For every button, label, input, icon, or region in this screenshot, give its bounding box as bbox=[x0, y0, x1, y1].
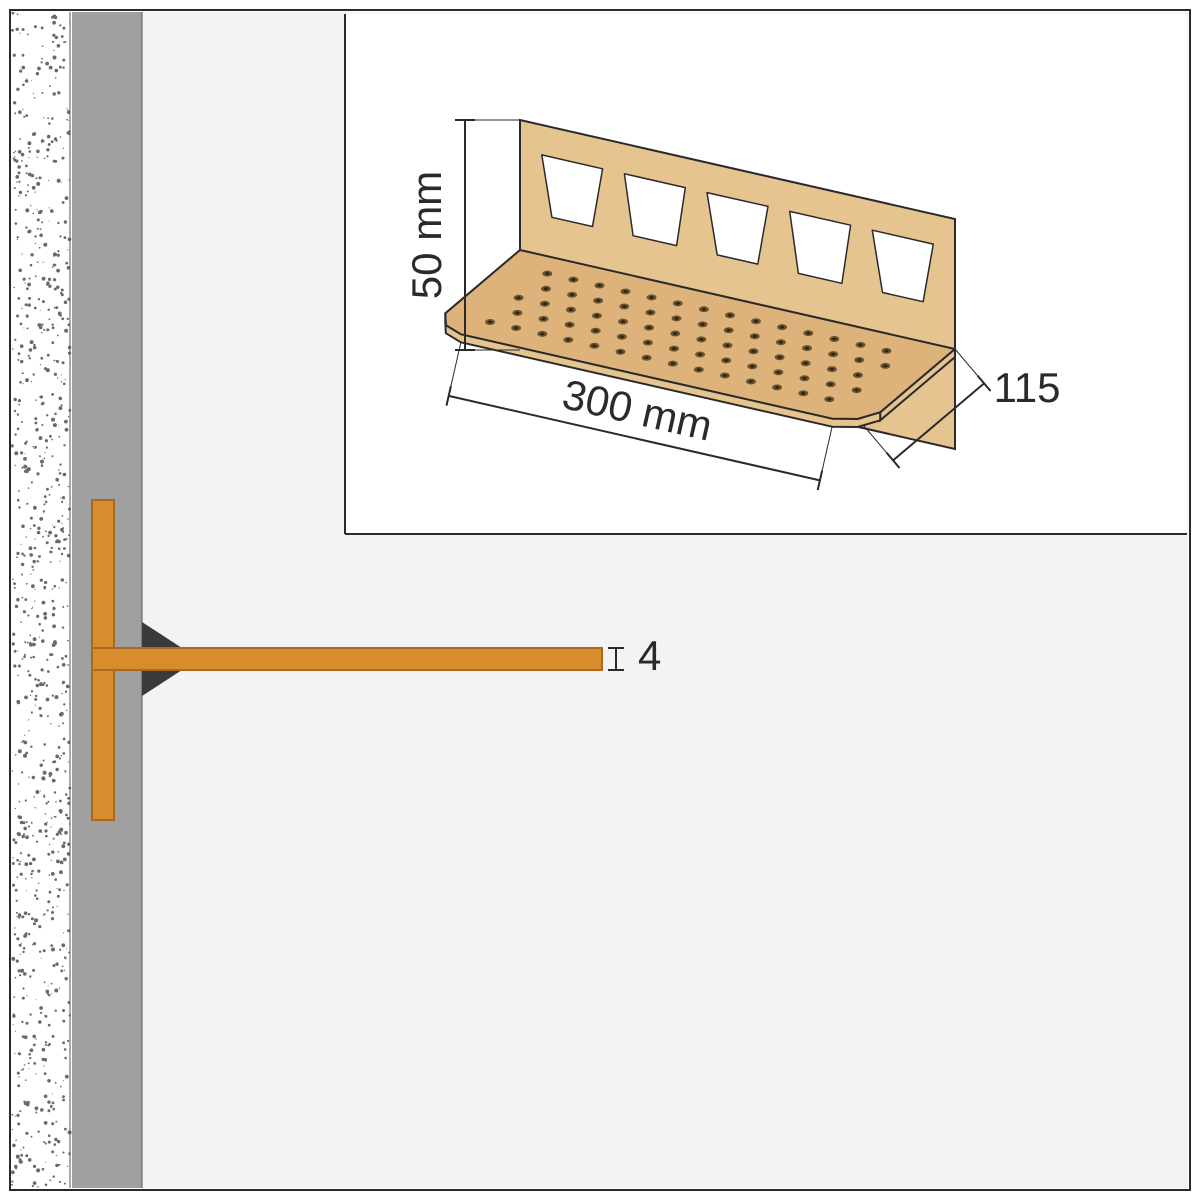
substrate-band bbox=[12, 12, 70, 1188]
thickness-label: 4 bbox=[638, 632, 661, 679]
dim-label-depth: 115 bbox=[994, 364, 1061, 411]
technical-diagram: 450 mm300 mm115 bbox=[0, 0, 1200, 1200]
shelf-section-horizontal bbox=[92, 648, 602, 670]
dim-label-height: 50 mm bbox=[403, 171, 450, 299]
